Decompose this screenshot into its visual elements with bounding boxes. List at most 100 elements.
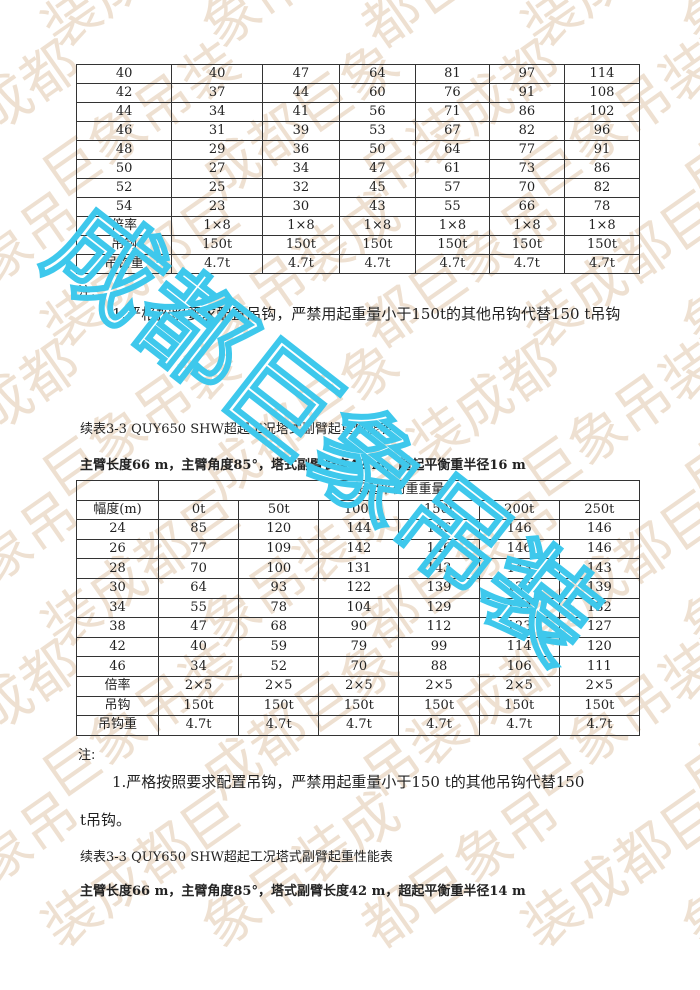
value-cell: 55	[157, 597, 240, 619]
value-cell: 41	[261, 102, 340, 122]
table-row: 30 64 93 122 139 139 139	[76, 577, 641, 599]
value-cell: 4.7t	[157, 715, 240, 736]
value-cell: 1×8	[171, 216, 263, 236]
table-row: 42 37 44 60 76 91 108	[75, 83, 641, 103]
note-text-2-line2: t吊钩。	[80, 811, 132, 829]
value-cell: 139	[558, 577, 641, 599]
value-cell: 1×8	[563, 216, 641, 236]
value-cell: 97	[488, 64, 565, 84]
row-label-cell: 44	[75, 102, 173, 122]
value-cell: 108	[563, 83, 641, 103]
value-cell: 1×8	[338, 216, 416, 236]
value-cell: 143	[478, 558, 560, 579]
note-text-2-line1: 1.严格按照要求配置吊钩，严禁用起重量小于150 t的其他吊钩代替150	[112, 773, 585, 791]
value-cell: 2×5	[238, 675, 320, 697]
value-cell: 93	[238, 577, 320, 599]
value-cell: 34	[171, 102, 263, 122]
value-cell: 4.7t	[558, 715, 641, 736]
value-cell: 146	[398, 519, 480, 540]
table-row: 52 25 32 45 57 70 82	[75, 178, 641, 198]
row-label-cell: 54	[75, 197, 173, 217]
value-cell: 57	[414, 178, 490, 198]
row-label-cell: 吊钩重	[75, 254, 173, 274]
value-cell: 70	[488, 178, 565, 198]
value-cell: 127	[558, 617, 641, 638]
table-row: 24 85 120 144 146 146 146	[76, 519, 641, 540]
table-row: 50 27 34 47 61 73 86	[75, 159, 641, 179]
row-label-cell: 48	[75, 140, 173, 160]
value-cell: 32	[261, 178, 340, 198]
value-cell: 1×8	[488, 216, 565, 236]
value-cell: 37	[171, 83, 263, 103]
value-cell: 123	[478, 617, 560, 638]
value-cell: 150t	[157, 695, 240, 717]
value-cell: 132	[558, 597, 641, 619]
value-cell: 111	[558, 656, 641, 677]
value-cell: 139	[398, 577, 480, 599]
value-cell: 150t	[558, 695, 641, 717]
value-cell: 150t	[398, 695, 480, 717]
value-cell: 66	[488, 197, 565, 217]
row-label-cell: 26	[76, 538, 159, 560]
value-cell: 4.7t	[261, 254, 340, 274]
value-cell: 146	[398, 538, 480, 560]
value-cell: 99	[398, 636, 480, 658]
value-cell: 47	[157, 617, 240, 638]
column-header: 150t	[398, 499, 480, 521]
value-cell: 82	[488, 121, 565, 141]
tan-watermark-text: 象吊装成	[191, 0, 412, 61]
value-cell: 47	[261, 64, 340, 84]
table-caption-2: 续表3-3 QUY650 SHW超起工况塔式副臂起重性能表	[80, 422, 393, 437]
value-cell: 60	[338, 83, 416, 103]
value-cell: 109	[238, 538, 320, 560]
tan-watermark-text: 象吊装成	[191, 780, 412, 962]
value-cell: 47	[338, 159, 416, 179]
value-cell: 44	[261, 83, 340, 103]
tan-watermark-text: 成都巨象	[671, 330, 700, 512]
value-cell: 55	[414, 197, 490, 217]
value-cell: 144	[318, 519, 400, 540]
value-cell: 114	[478, 636, 560, 658]
value-cell: 78	[563, 197, 641, 217]
table-row: 44 34 41 56 71 86 102	[75, 102, 641, 122]
note-label-1: 注:	[78, 285, 96, 300]
tan-watermark-text: 装成都巨	[511, 780, 700, 962]
row-label-cell: 吊钩重	[76, 715, 159, 736]
value-cell: 34	[157, 656, 240, 677]
row-label-cell: 34	[76, 597, 159, 619]
table-row: 倍率 1×8 1×8 1×8 1×8 1×8 1×8	[75, 216, 641, 236]
value-cell: 45	[338, 178, 416, 198]
value-cell: 85	[157, 519, 240, 540]
value-cell: 4.7t	[398, 715, 480, 736]
column-header: 100t	[318, 499, 400, 521]
table-row: 26 77 109 142 146 146 146	[76, 538, 641, 560]
value-cell: 64	[338, 64, 416, 84]
value-cell: 40	[171, 64, 263, 84]
table-row: 48 29 36 50 64 77 91	[75, 140, 641, 160]
value-cell: 86	[488, 102, 565, 122]
value-cell: 64	[414, 140, 490, 160]
value-cell: 122	[318, 577, 400, 599]
table-row: 34 55 78 104 129 132 132	[76, 597, 641, 619]
tan-watermark-text: 象吊装成	[671, 0, 700, 61]
value-cell: 90	[318, 617, 400, 638]
row-label-cell: 40	[75, 64, 173, 84]
value-cell: 36	[261, 140, 340, 160]
value-cell: 91	[563, 140, 641, 160]
value-cell: 150t	[171, 235, 263, 255]
note-label-2: 注:	[78, 748, 96, 763]
value-cell: 146	[478, 519, 560, 540]
value-cell: 150t	[238, 695, 320, 717]
table-row: 吊钩 150t 150t 150t 150t 150t 150t	[75, 235, 641, 255]
tan-watermark-text: 都巨象吊	[351, 0, 572, 61]
value-cell: 129	[398, 597, 480, 619]
row-label-cell: 42	[75, 83, 173, 103]
value-cell: 53	[338, 121, 416, 141]
value-cell: 114	[563, 64, 641, 84]
value-cell: 70	[318, 656, 400, 677]
value-cell: 56	[338, 102, 416, 122]
value-cell: 61	[414, 159, 490, 179]
table-row: 吊钩重 4.7t 4.7t 4.7t 4.7t 4.7t 4.7t	[75, 254, 641, 274]
row-label-cell: 28	[76, 558, 159, 579]
value-cell: 150t	[563, 235, 641, 255]
